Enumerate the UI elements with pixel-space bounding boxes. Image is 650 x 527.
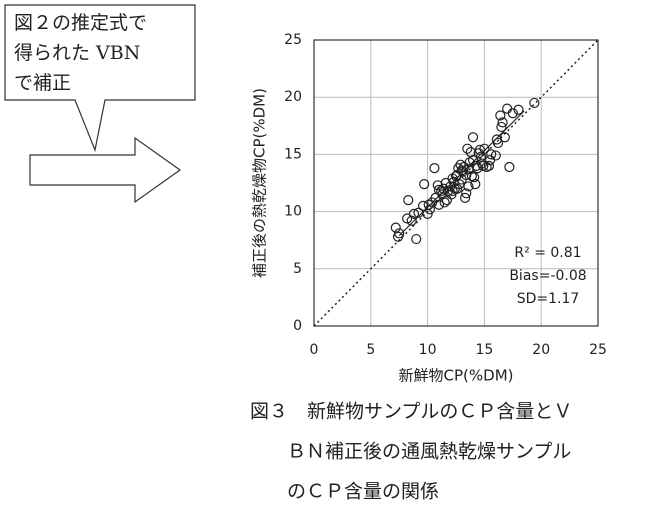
point [455, 159, 466, 170]
point [467, 132, 479, 143]
point [479, 143, 490, 154]
point [429, 163, 440, 174]
point [461, 188, 472, 199]
point [497, 117, 508, 128]
point [441, 195, 453, 206]
callout-text: 図２の推定式で [14, 12, 147, 34]
point [461, 169, 472, 181]
callout-text: 得られた VBN [14, 42, 140, 64]
y-axis-label: 補正後の熱乾燥物CP(%DM) [251, 88, 269, 278]
point [449, 183, 460, 194]
point [507, 108, 518, 119]
point [495, 110, 506, 121]
point [432, 180, 443, 191]
x-tick-label: 5 [366, 342, 375, 358]
point [478, 160, 489, 171]
point [419, 179, 430, 190]
point [390, 222, 401, 233]
point [502, 103, 513, 114]
y-tick-label: 25 [284, 32, 302, 48]
x-tick-label: 20 [532, 342, 550, 358]
y-tick-label: 0 [293, 318, 302, 334]
y-tick-label: 10 [284, 204, 302, 220]
x-tick-label: 15 [475, 342, 493, 358]
point [433, 184, 445, 195]
annotation: R² = 0.81 [514, 245, 581, 261]
caption: のＣＰ含量の関係 [287, 481, 439, 503]
point [406, 215, 417, 226]
point [459, 192, 471, 203]
point [433, 199, 445, 210]
point [411, 233, 422, 245]
point [413, 207, 424, 218]
y-tick-label: 20 [284, 89, 302, 105]
point [483, 160, 495, 171]
y-tick-label: 5 [293, 261, 302, 277]
callout-box [4, 4, 196, 153]
caption: 図３ 新鮮物サンプルのＣＰ含量とＶ [250, 401, 572, 423]
point [474, 144, 485, 155]
annotation: SD=1.17 [517, 291, 580, 307]
point [491, 134, 502, 145]
point [504, 161, 515, 173]
point [486, 149, 497, 160]
identity-line [313, 39, 599, 327]
x-axis-label: 新鮮物CP(%DM) [399, 367, 514, 385]
point [408, 208, 420, 219]
plot-frame [313, 39, 599, 327]
annotation: Bias=-0.08 [509, 268, 586, 284]
callout-text: で補正 [14, 72, 71, 94]
arrow [29, 136, 182, 204]
point [472, 163, 483, 174]
point [529, 97, 540, 109]
y-tick-label: 15 [284, 146, 302, 162]
x-tick-label: 10 [419, 342, 437, 358]
point [457, 166, 468, 177]
point [403, 195, 414, 206]
point [496, 121, 507, 133]
point [424, 204, 435, 215]
x-tick-label: 0 [310, 342, 319, 358]
point [513, 104, 524, 115]
point [463, 181, 474, 192]
caption: ＢＮ補正後の通風熱乾燥サンプル [287, 441, 571, 463]
point [462, 143, 473, 154]
point [470, 179, 481, 190]
point [394, 228, 405, 239]
x-tick-label: 25 [589, 342, 607, 358]
point [490, 150, 501, 161]
point [423, 199, 434, 210]
